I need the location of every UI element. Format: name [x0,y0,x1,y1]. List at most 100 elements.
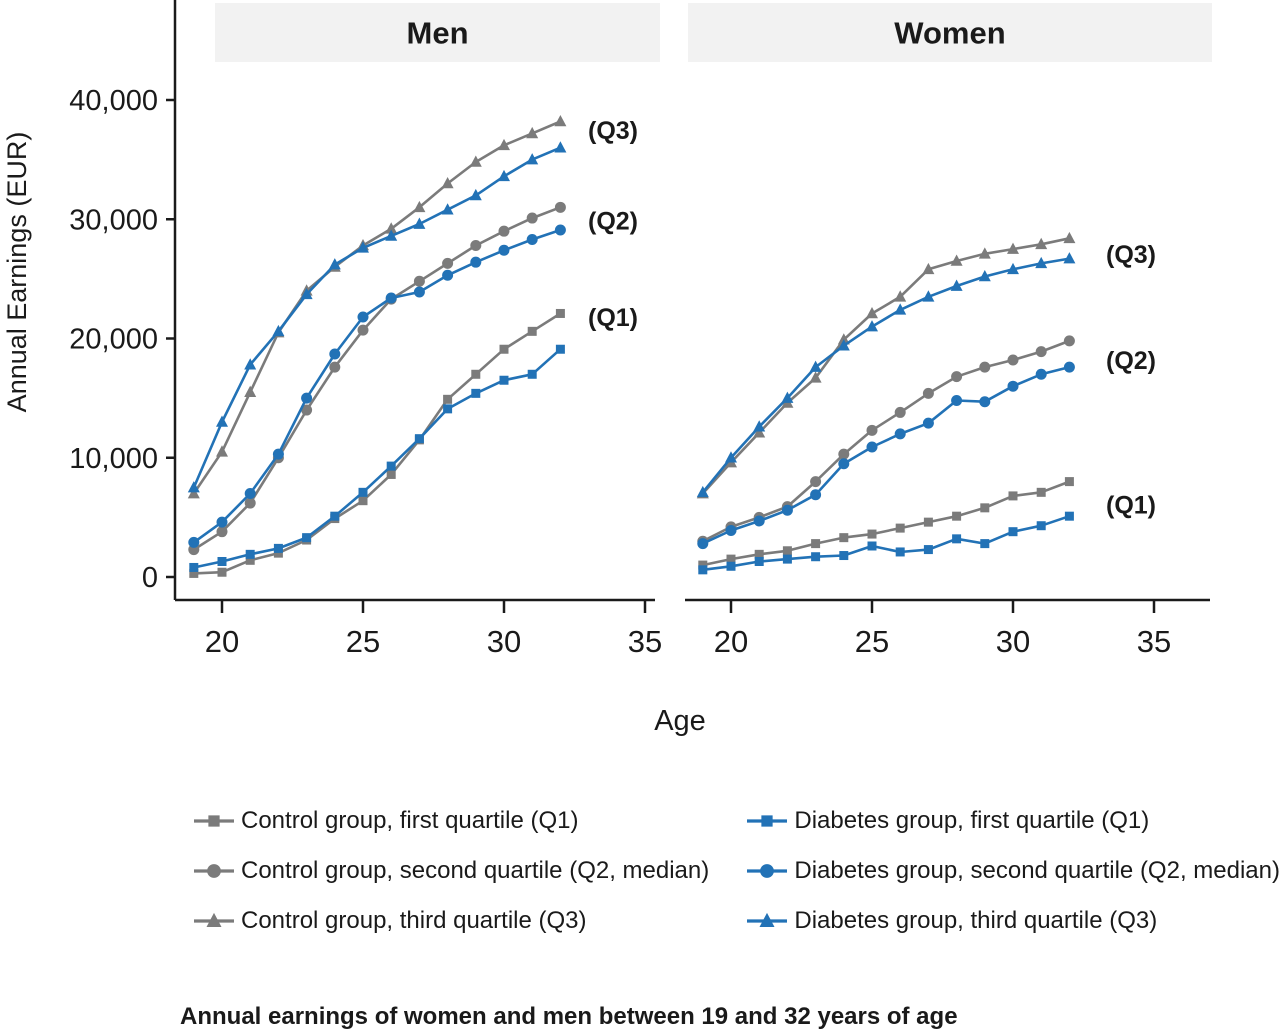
circle-marker-icon [1063,361,1075,373]
triangle-marker-icon [216,445,228,457]
square-marker-icon [499,375,509,385]
square-marker-icon [1036,487,1046,497]
circle-marker-icon [470,256,482,268]
y-tick-label: 20,000 [69,324,158,356]
circle-marker-icon [194,863,234,878]
circle-marker-icon [1007,354,1019,366]
triangle-marker-icon [498,169,510,182]
square-marker-icon [747,814,788,827]
circle-marker-icon [747,863,788,878]
x-tick-label: 30 [996,624,1030,659]
triangle-marker-icon [759,912,775,927]
circle-marker-icon [272,448,284,460]
triangle-marker-icon [866,320,878,332]
square-marker-icon [208,814,220,827]
circle-marker-icon [922,417,934,429]
square-marker-icon [499,344,509,354]
square-marker-icon [273,543,283,553]
circle-marker-icon [979,361,991,373]
triangle-marker-icon [950,279,963,291]
square-marker-icon [726,561,736,571]
triangle-marker-icon [385,229,398,241]
square-marker-icon [1064,477,1074,487]
circle-marker-icon [951,395,963,407]
series-line [193,312,562,575]
triangle-marker-icon [866,306,878,319]
triangle-marker-icon [385,222,398,234]
triangle-marker-icon [894,290,907,302]
y-tick-label: 0 [142,562,158,594]
circle-marker-icon [810,476,822,488]
x-axis-label: Age [654,705,706,737]
triangle-marker-icon [328,258,341,270]
circle-marker-icon [207,863,221,878]
square-marker-icon [527,369,537,379]
square-marker-icon [923,517,933,527]
series-diabetes-triangle [187,141,567,493]
y-tick-label: 10,000 [69,443,158,475]
circle-marker-icon [894,406,906,418]
triangle-marker-icon [894,303,907,315]
series-line [193,348,562,569]
square-marker-icon [527,326,537,336]
x-tick-label: 25 [346,624,380,659]
quartile-annotation: (Q3) [1106,241,1156,269]
quartile-annotation: (Q1) [1106,491,1156,519]
legend-item: Diabetes group, second quartile (Q2, med… [746,857,1280,884]
circle-marker-icon [1063,335,1075,347]
series-diabetes-circle [188,224,566,548]
x-tick-label: 35 [1137,624,1171,659]
square-marker-icon [980,503,990,513]
circle-marker-icon [442,269,454,281]
panel-header [215,3,660,62]
figure-caption: Annual earnings of women and men between… [180,1003,958,1030]
circle-marker-icon [357,324,369,336]
square-marker-icon [754,549,764,559]
circle-marker-icon [413,286,425,298]
legend-label: Control group, second quartile (Q2, medi… [241,856,710,884]
square-marker-icon [443,394,453,404]
triangle-marker-icon [498,138,510,151]
quartile-annotation: (Q1) [588,304,638,332]
triangle-marker-icon [922,262,935,275]
circle-marker-icon [498,225,510,237]
series-line [192,146,561,489]
square-marker-icon [726,554,736,564]
circle-marker-icon [526,234,538,246]
triangle-marker-icon [469,155,482,167]
earnings-chart: 0 10,000 20,000 30,000 40,000 Annual Earnings… [2,0,1212,737]
square-marker-icon [782,554,792,564]
circle-marker-icon [838,448,850,460]
circle-marker-icon [753,515,765,527]
legend-label: Diabetes group, third quartile (Q3) [794,906,1158,934]
series-line [701,257,1070,494]
triangle-marker-icon [244,358,257,370]
triangle-marker-icon [187,481,200,493]
circle-marker-icon [385,292,397,304]
circle-marker-icon [866,441,878,453]
triangle-marker-icon [809,371,822,383]
panel-header [688,3,1212,62]
triangle-marker-icon [194,912,234,927]
legend: Control group, first quartile (Q1) Contro… [0,807,1280,957]
legend-item: Diabetes group, first quartile (Q1) [746,807,1280,834]
triangle-marker-icon [837,339,850,351]
y-tick-label: 30,000 [69,204,158,236]
triangle-marker-icon [554,141,567,153]
square-marker-icon [1064,511,1074,521]
panel-men: Men 20 25 30 35 (Q3) (Q2) (Q1) [175,3,662,659]
square-marker-icon [555,344,565,354]
square-marker-icon [952,511,962,521]
y-axis-label: Annual Earnings (EUR) [2,132,32,413]
panel-women: Women 20 25 30 35 (Q3) (Q2) (Q1) [685,3,1212,659]
circle-marker-icon [244,497,256,509]
circle-marker-icon [329,348,341,360]
triangle-marker-icon [1035,256,1048,269]
legend-label: Control group, third quartile (Q3) [241,906,587,934]
triangle-marker-icon [413,217,426,229]
square-marker-icon [1036,521,1046,531]
legend-label: Control group, first quartile (Q1) [241,806,579,834]
series-control-triangle [696,231,1076,499]
triangle-marker-icon [357,241,369,253]
series-control-square [698,477,1074,570]
